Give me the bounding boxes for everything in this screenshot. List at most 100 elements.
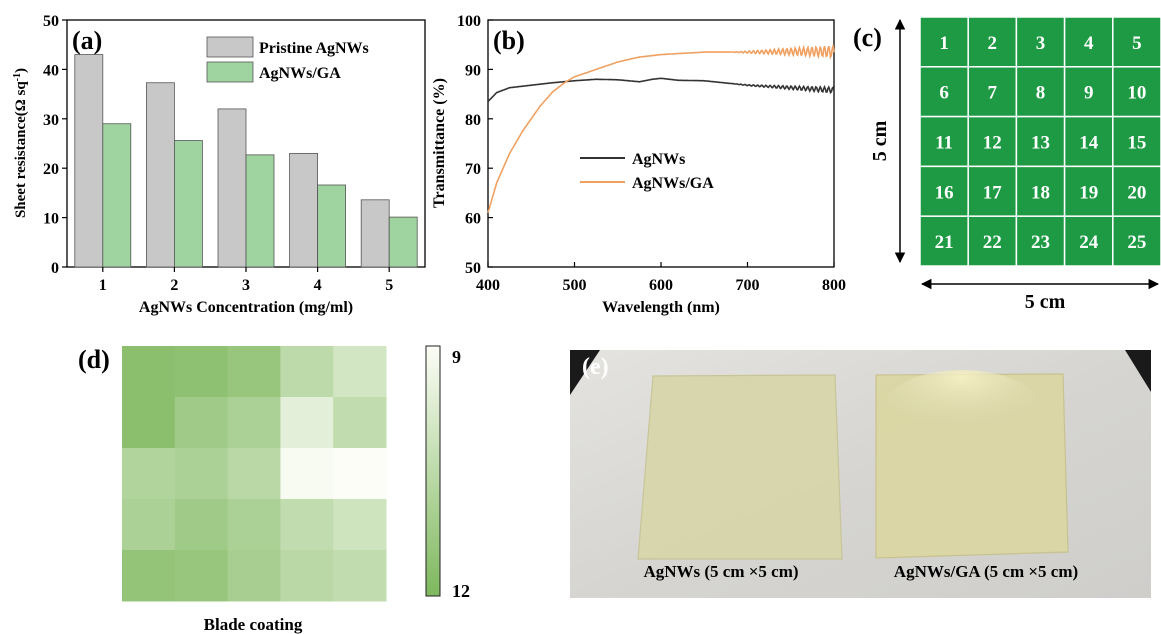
tick-group: 400 500 600 700 800 50 60 70 80 90 100 bbox=[457, 13, 846, 294]
vertical-dimension-label: 5 cm bbox=[869, 120, 891, 161]
heatmap-cell bbox=[333, 499, 387, 551]
bar-ga-3 bbox=[245, 154, 275, 268]
y-axis-label: Transmittance (%) bbox=[431, 78, 448, 208]
colorbar bbox=[425, 345, 441, 597]
grid-cell bbox=[919, 66, 969, 118]
heatmap-cell bbox=[122, 346, 176, 398]
y-tick-label: 30 bbox=[43, 112, 59, 129]
heatmap-cell bbox=[174, 499, 229, 551]
grid-cell bbox=[1112, 66, 1161, 118]
heatmap-cell bbox=[280, 448, 334, 500]
panel-e-photo: (e) AgNWs (5 cm ×5 cm) AgNWs/GA (5 cm ×5… bbox=[570, 350, 1151, 598]
heatmap-cell bbox=[227, 397, 281, 449]
panel-label: (e) bbox=[582, 354, 609, 380]
heatmap-cell bbox=[227, 499, 281, 551]
grid-cell-number: 7 bbox=[988, 83, 998, 104]
grid-cell-number: 16 bbox=[935, 182, 954, 203]
left-sample-caption: AgNWs (5 cm ×5 cm) bbox=[643, 562, 798, 581]
grid-cell bbox=[1112, 16, 1161, 68]
heatmap-cell bbox=[122, 550, 176, 602]
x-tick-label: 800 bbox=[822, 277, 846, 294]
y-tick-label: 50 bbox=[43, 13, 59, 30]
horizontal-dimension-label: 5 cm bbox=[1025, 291, 1066, 313]
y-tick-label: 70 bbox=[465, 161, 481, 178]
grid-cell-number: 13 bbox=[1031, 133, 1050, 154]
heatmap-cell bbox=[174, 448, 229, 500]
legend-swatch-pristine bbox=[206, 36, 254, 58]
heatmap-cell bbox=[122, 448, 176, 500]
y-tick-label: 0 bbox=[51, 260, 59, 277]
film-glare bbox=[882, 370, 1042, 450]
bar-pristine-2 bbox=[145, 82, 175, 268]
grid-cell-number: 20 bbox=[1127, 182, 1146, 203]
legend-label-agnws: AgNWs bbox=[632, 151, 685, 168]
y-tick-label: 60 bbox=[465, 211, 481, 228]
x-axis-label: Blade coating bbox=[204, 615, 303, 634]
y-tick-label: 50 bbox=[465, 260, 481, 277]
heatmap-cell bbox=[333, 550, 387, 602]
heatmap-cell bbox=[227, 550, 281, 602]
legend: AgNWs AgNWs/GA bbox=[580, 151, 714, 192]
panel-label: (a) bbox=[72, 26, 102, 55]
legend-label-pristine: Pristine AgNWs bbox=[259, 40, 369, 57]
x-axis-label: AgNWs Concentration (mg/ml) bbox=[139, 299, 353, 316]
line-group bbox=[487, 43, 835, 213]
grid-cell-number: 22 bbox=[983, 232, 1002, 253]
grid-cell bbox=[919, 165, 969, 217]
grid-cell-number: 18 bbox=[1031, 182, 1050, 203]
grid-cell-number: 2 bbox=[988, 33, 998, 54]
bar-ga-4 bbox=[317, 184, 347, 268]
x-tick-label: 5 bbox=[385, 277, 393, 294]
photo-dark-corner-right bbox=[1125, 350, 1151, 392]
heatmap-cell bbox=[280, 346, 334, 398]
x-tick-label: 600 bbox=[649, 277, 673, 294]
grid-cell-number: 9 bbox=[1084, 83, 1094, 104]
bar-pristine-4 bbox=[289, 152, 319, 268]
heatmap-cell bbox=[333, 346, 387, 398]
grid-cell-number: 15 bbox=[1127, 133, 1146, 154]
panel-label: (b) bbox=[493, 26, 525, 55]
grid-cell-number: 10 bbox=[1127, 83, 1146, 104]
y-tick-label: 10 bbox=[43, 211, 59, 228]
heatmap-cell bbox=[280, 397, 334, 449]
grid-cell-number: 21 bbox=[935, 232, 954, 253]
heatmap-cell bbox=[227, 448, 281, 500]
series-line-agnws-ga bbox=[487, 43, 835, 213]
x-tick-label: 700 bbox=[736, 277, 760, 294]
x-tick-label: 400 bbox=[476, 277, 500, 294]
x-tick-label: 3 bbox=[242, 277, 250, 294]
x-tick-label: 500 bbox=[563, 277, 587, 294]
panel-b-line-chart: 400 500 600 700 800 50 60 70 80 90 100 (b) AgNWs A… bbox=[431, 13, 846, 316]
grid-cell bbox=[1112, 115, 1161, 168]
heatmap-cell bbox=[280, 550, 334, 602]
x-axis-label: Wavelength (nm) bbox=[602, 299, 720, 316]
bar-ga-1 bbox=[102, 123, 132, 268]
bar-group bbox=[74, 54, 418, 268]
heatmap-cell bbox=[333, 448, 387, 500]
legend-label-agnws-ga: AgNWs/GA bbox=[632, 175, 714, 192]
legend-label-ga: AgNWs/GA bbox=[259, 65, 341, 82]
heatmap-cell bbox=[174, 346, 229, 398]
y-tick-label: 100 bbox=[457, 13, 481, 30]
heatmap-cell bbox=[122, 397, 176, 449]
x-tick-label: 2 bbox=[170, 277, 178, 294]
grid-cell bbox=[1015, 165, 1066, 217]
grid-cell-number: 5 bbox=[1132, 33, 1142, 54]
grid-cell-number: 8 bbox=[1036, 83, 1046, 104]
bar-ga-5 bbox=[388, 216, 418, 268]
grid-cell-number: 24 bbox=[1079, 232, 1099, 253]
heatmap-cell bbox=[227, 346, 281, 398]
grid-cell bbox=[967, 16, 1018, 68]
bar-pristine-3 bbox=[217, 108, 247, 268]
grid-cell-number: 23 bbox=[1031, 232, 1050, 253]
x-tick-label: 1 bbox=[99, 277, 107, 294]
grid-cell bbox=[919, 215, 969, 267]
grid-cell-number: 11 bbox=[935, 133, 953, 154]
grid-cell-number: 17 bbox=[983, 182, 1003, 203]
axes-frame bbox=[487, 19, 835, 268]
series-line-agnws bbox=[487, 77, 835, 103]
grid-cell-number: 12 bbox=[983, 133, 1002, 154]
